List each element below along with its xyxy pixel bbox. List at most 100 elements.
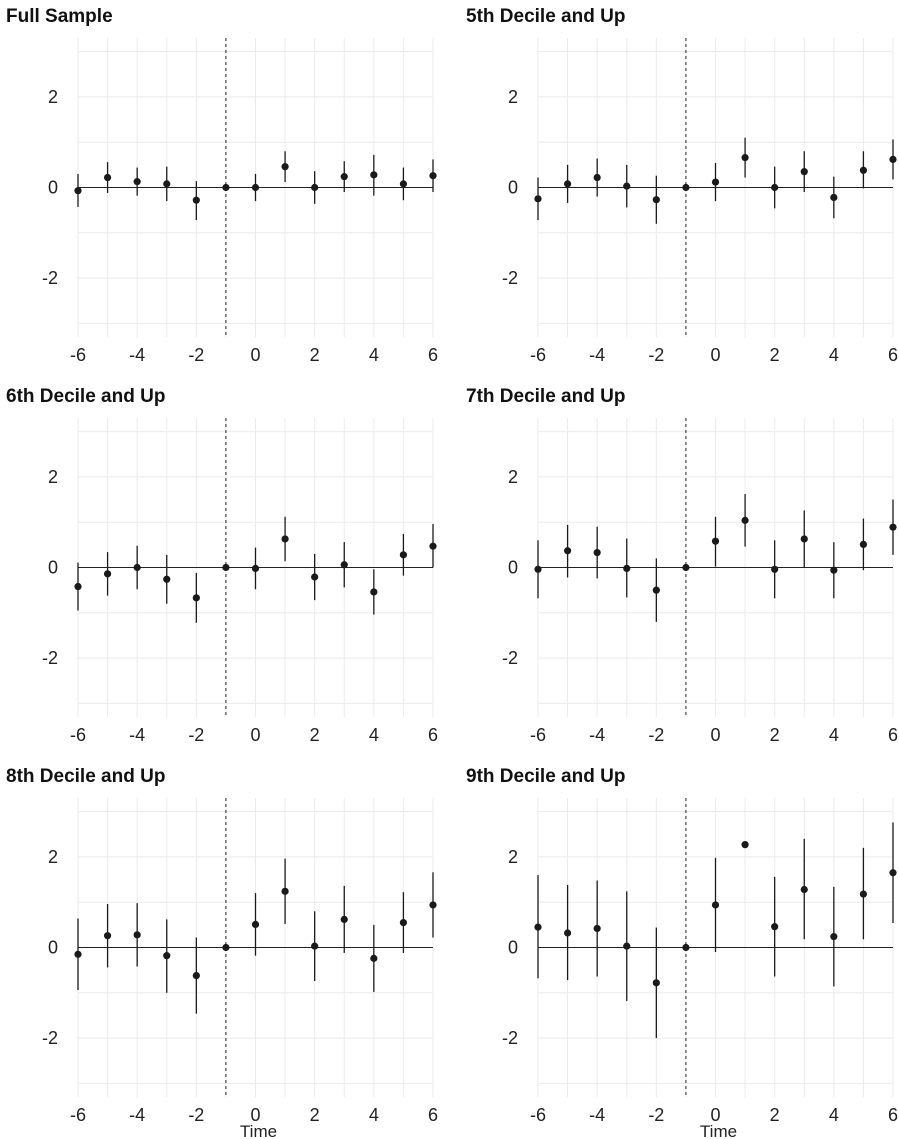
data-point	[859, 890, 868, 898]
data-point	[711, 178, 720, 186]
x-tick-label: 4	[829, 725, 839, 745]
data-point	[741, 516, 749, 524]
data-point	[682, 183, 690, 192]
data-point	[563, 929, 572, 937]
data-point	[593, 173, 601, 182]
x-tick-label: -4	[129, 725, 145, 745]
y-tick-label: -2	[502, 648, 518, 668]
chart-panel-1: Full Sample 2 0 -2 -6 -4 -2 0 2 4 6	[6, 6, 438, 365]
x-tick-label: 6	[428, 725, 438, 745]
x-tick-label: -6	[70, 725, 86, 745]
y-tick-label: -2	[42, 268, 58, 288]
y-tick-label: 2	[48, 467, 58, 487]
data-point	[192, 594, 200, 602]
data-point	[370, 171, 378, 179]
chart-panel-6: 9th Decile and Up 2 0 -2 -6 -4 -2 0 2 4 6 Time	[466, 766, 898, 1139]
data-point	[133, 178, 141, 186]
data-point	[192, 971, 200, 980]
x-axis-title: Time	[240, 1122, 277, 1139]
x-tick-label: -6	[530, 725, 546, 745]
data-point	[399, 918, 408, 927]
data-point	[830, 193, 838, 202]
data-point	[534, 923, 542, 931]
data-point	[800, 535, 808, 543]
y-tick-label: 0	[48, 938, 58, 958]
data-point	[859, 540, 868, 548]
y-tick-label: -2	[502, 1028, 518, 1048]
data-point	[103, 570, 112, 578]
panel-title: 6th Decile and Up	[6, 386, 165, 407]
x-tick-label: 4	[829, 1105, 839, 1125]
y-tick-label: 0	[48, 178, 58, 198]
data-point	[711, 537, 720, 545]
y-tick-label: 0	[48, 558, 58, 578]
x-tick-label: 6	[888, 1105, 898, 1125]
data-point	[429, 172, 437, 180]
data-point	[74, 582, 82, 591]
data-point	[593, 924, 601, 933]
data-point	[889, 523, 897, 531]
panel-title: 7th Decile and Up	[466, 386, 625, 407]
data-point	[133, 931, 141, 939]
data-point	[800, 168, 808, 176]
x-tick-label: -6	[530, 1105, 546, 1125]
data-point	[429, 901, 437, 909]
data-point	[163, 575, 171, 583]
data-point	[800, 885, 808, 894]
panel-title: 5th Decile and Up	[466, 6, 625, 27]
panel-title: 9th Decile and Up	[466, 766, 625, 787]
data-point	[859, 166, 868, 174]
data-point	[623, 182, 631, 190]
y-tick-label: 2	[508, 87, 518, 107]
x-tick-label: 6	[428, 1105, 438, 1125]
data-point	[103, 932, 112, 940]
data-point	[889, 155, 897, 164]
chart-panel-4: 7th Decile and Up 2 0 -2 -6 -4 -2 0 2 4 6	[466, 386, 898, 745]
x-tick-label: -2	[648, 1105, 664, 1125]
data-point	[192, 196, 200, 204]
data-points	[534, 494, 897, 622]
x-tick-label: 0	[250, 345, 260, 365]
x-tick-label: 6	[888, 345, 898, 365]
data-point	[771, 183, 779, 192]
x-tick-label: 0	[710, 1105, 720, 1125]
chart-panel-5: 8th Decile and Up 2 0 -2 -6 -4 -2 0 2 4 6 Time	[6, 766, 438, 1139]
data-points	[74, 151, 437, 221]
data-point	[74, 187, 82, 195]
x-tick-label: -2	[648, 345, 664, 365]
x-tick-label: -2	[188, 725, 204, 745]
data-point	[652, 979, 660, 987]
chart-panel-3: 6th Decile and Up 2 0 -2 -6 -4 -2 0 2 4 6	[6, 386, 438, 745]
data-point	[593, 548, 601, 557]
data-point	[311, 573, 319, 581]
x-tick-label: 6	[428, 345, 438, 365]
data-point	[281, 163, 289, 171]
y-tick-label: 2	[48, 87, 58, 107]
x-tick-label: -6	[70, 1105, 86, 1125]
data-point	[682, 943, 690, 952]
x-tick-label: 2	[770, 725, 780, 745]
data-point	[340, 561, 348, 569]
data-point	[563, 180, 572, 188]
x-tick-label: 2	[770, 345, 780, 365]
data-point	[311, 942, 319, 950]
data-points	[534, 822, 897, 1039]
x-tick-label: 4	[369, 1105, 379, 1125]
x-axis-title: Time	[700, 1122, 737, 1139]
x-tick-label: -2	[188, 345, 204, 365]
x-tick-label: 0	[710, 725, 720, 745]
panel-title: Full Sample	[6, 6, 113, 27]
y-tick-label: 2	[508, 847, 518, 867]
data-point	[830, 933, 838, 941]
x-tick-label: -4	[589, 1105, 605, 1125]
y-tick-label: -2	[42, 648, 58, 668]
x-tick-label: -4	[589, 725, 605, 745]
y-tick-label: -2	[502, 268, 518, 288]
y-tick-label: 2	[508, 467, 518, 487]
data-point	[534, 195, 542, 203]
data-point	[652, 196, 660, 204]
x-tick-label: 6	[888, 725, 898, 745]
data-points	[534, 137, 897, 224]
chart-panel-2: 5th Decile and Up 2 0 -2 -6 -4 -2 0 2 4 6	[466, 6, 898, 365]
